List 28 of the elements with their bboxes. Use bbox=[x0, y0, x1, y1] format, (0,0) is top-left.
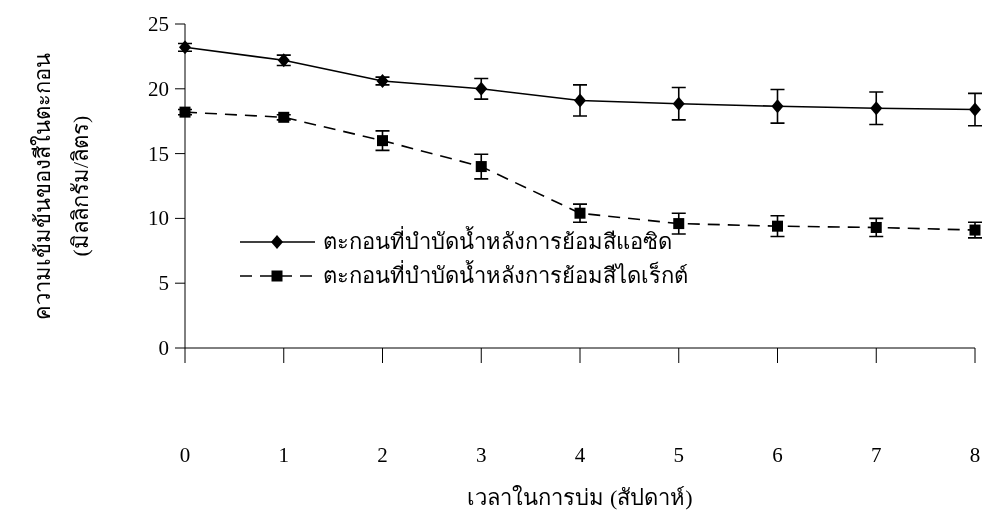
point bbox=[771, 99, 784, 114]
legend-label: ตะกอนที่บำบัดน้ำหลังการย้อมสีไดเร็กต์ bbox=[323, 260, 688, 288]
point bbox=[969, 102, 981, 117]
point bbox=[870, 101, 883, 116]
point bbox=[475, 81, 488, 96]
point bbox=[475, 161, 487, 173]
point bbox=[772, 220, 783, 232]
y-tick-label: 25 bbox=[148, 12, 169, 36]
y-tick-label: 15 bbox=[148, 141, 169, 166]
legend-label: ตะกอนที่บำบัดน้ำหลังการย้อมสีแอซิด bbox=[323, 226, 672, 254]
x-tick-label: 8 bbox=[969, 443, 981, 467]
x-tick-label: 3 bbox=[476, 443, 487, 467]
x-tick-label: 7 bbox=[871, 443, 882, 467]
y-tick-label: 5 bbox=[158, 271, 169, 296]
x-axis-title: เวลาในการบ่ม (สัปดาห์) bbox=[467, 485, 693, 510]
x-tick-label: 5 bbox=[673, 443, 684, 467]
x-tick-label: 1 bbox=[278, 443, 289, 467]
x-tick-label: 6 bbox=[772, 443, 783, 467]
point bbox=[574, 93, 586, 108]
point bbox=[672, 96, 685, 111]
point bbox=[673, 218, 685, 230]
y-tick-label: 20 bbox=[148, 76, 169, 101]
y-axis-title: ความเข้มข้นของสีในตะกอน (มิลลิกรัม/ลิตร) bbox=[30, 52, 93, 320]
x-tick-label: 0 bbox=[179, 443, 191, 467]
x-tick-label: 2 bbox=[377, 443, 388, 467]
y-tick-label: 0 bbox=[158, 336, 169, 360]
x-tick-label: 4 bbox=[574, 443, 586, 467]
y-tick-label: 10 bbox=[148, 206, 169, 231]
